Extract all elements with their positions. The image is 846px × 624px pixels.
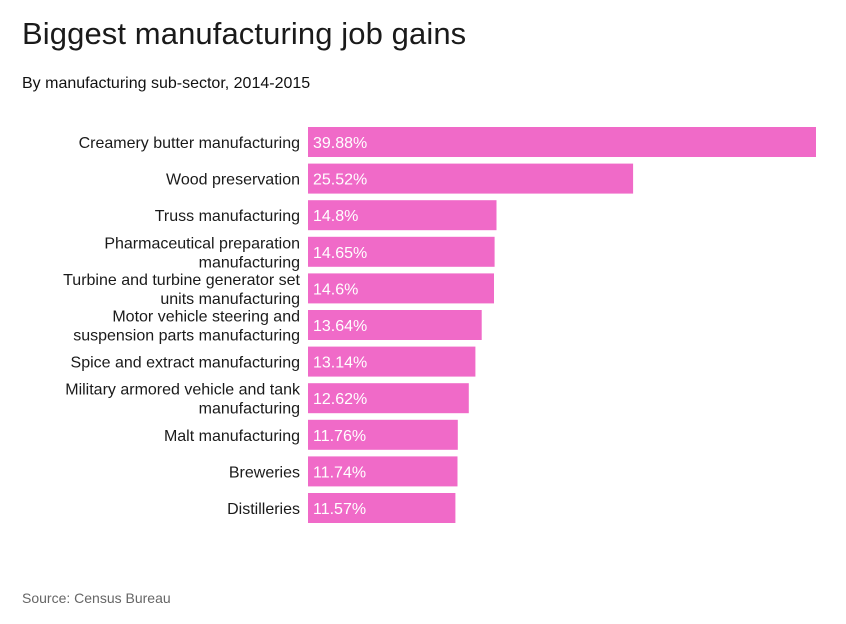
bar-value-label: 11.74% <box>313 464 366 481</box>
bar-3 <box>308 200 497 231</box>
bar-10 <box>308 456 458 487</box>
bar-11 <box>308 493 456 523</box>
bar-value-label: 14.65% <box>313 245 367 262</box>
bar-value-label: 14.6% <box>313 281 358 298</box>
bar-9 <box>308 419 458 450</box>
category-label: Distilleries <box>227 501 300 518</box>
category-label: Military armored vehicle and tank manufac… <box>65 382 301 418</box>
bar-6 <box>308 310 482 340</box>
bar-value-label: 25.52% <box>313 172 367 189</box>
category-label: Pharmaceutical preparation manufacturing <box>104 235 300 271</box>
category-label: Spice and extract manufacturing <box>71 355 300 372</box>
bar-value-label: 14.8% <box>313 208 358 225</box>
category-label: Motor vehicle steering and suspension par… <box>73 309 300 345</box>
category-label: Wood preservation <box>166 172 300 189</box>
category-label: Malt manufacturing <box>164 428 300 445</box>
category-label: Creamery butter manufacturing <box>79 135 300 152</box>
bar-value-label: 13.64% <box>313 318 367 335</box>
bar-1 <box>308 127 816 157</box>
bar-2 <box>308 163 634 194</box>
source-note: Source: Census Bureau <box>22 590 171 606</box>
bar-5 <box>308 273 494 304</box>
bar-7 <box>308 346 476 377</box>
category-label: Turbine and turbine generator set units m… <box>63 272 300 308</box>
bar-4 <box>308 236 495 267</box>
category-label: Truss manufacturing <box>155 208 300 225</box>
chart-title: Biggest manufacturing job gains <box>22 16 467 51</box>
bar-value-label: 13.14% <box>313 355 367 372</box>
category-label: Breweries <box>229 464 300 481</box>
bar-value-label: 11.57% <box>313 501 366 518</box>
bar-value-label: 39.88% <box>313 135 367 152</box>
bar-value-label: 11.76% <box>313 428 366 445</box>
bar-value-label: 12.62% <box>313 391 367 408</box>
chart-subtitle: By manufacturing sub-sector, 2014-2015 <box>22 75 311 92</box>
bar-8 <box>308 383 469 414</box>
